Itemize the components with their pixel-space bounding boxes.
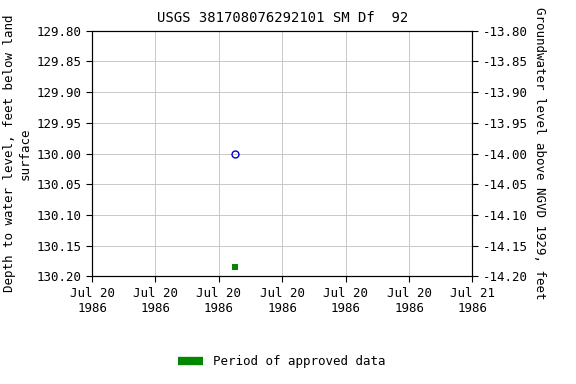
Y-axis label: Depth to water level, feet below land
surface: Depth to water level, feet below land su… xyxy=(3,15,31,292)
Legend: Period of approved data: Period of approved data xyxy=(173,351,391,374)
Y-axis label: Groundwater level above NGVD 1929, feet: Groundwater level above NGVD 1929, feet xyxy=(533,7,546,300)
Title: USGS 381708076292101 SM Df  92: USGS 381708076292101 SM Df 92 xyxy=(157,12,408,25)
